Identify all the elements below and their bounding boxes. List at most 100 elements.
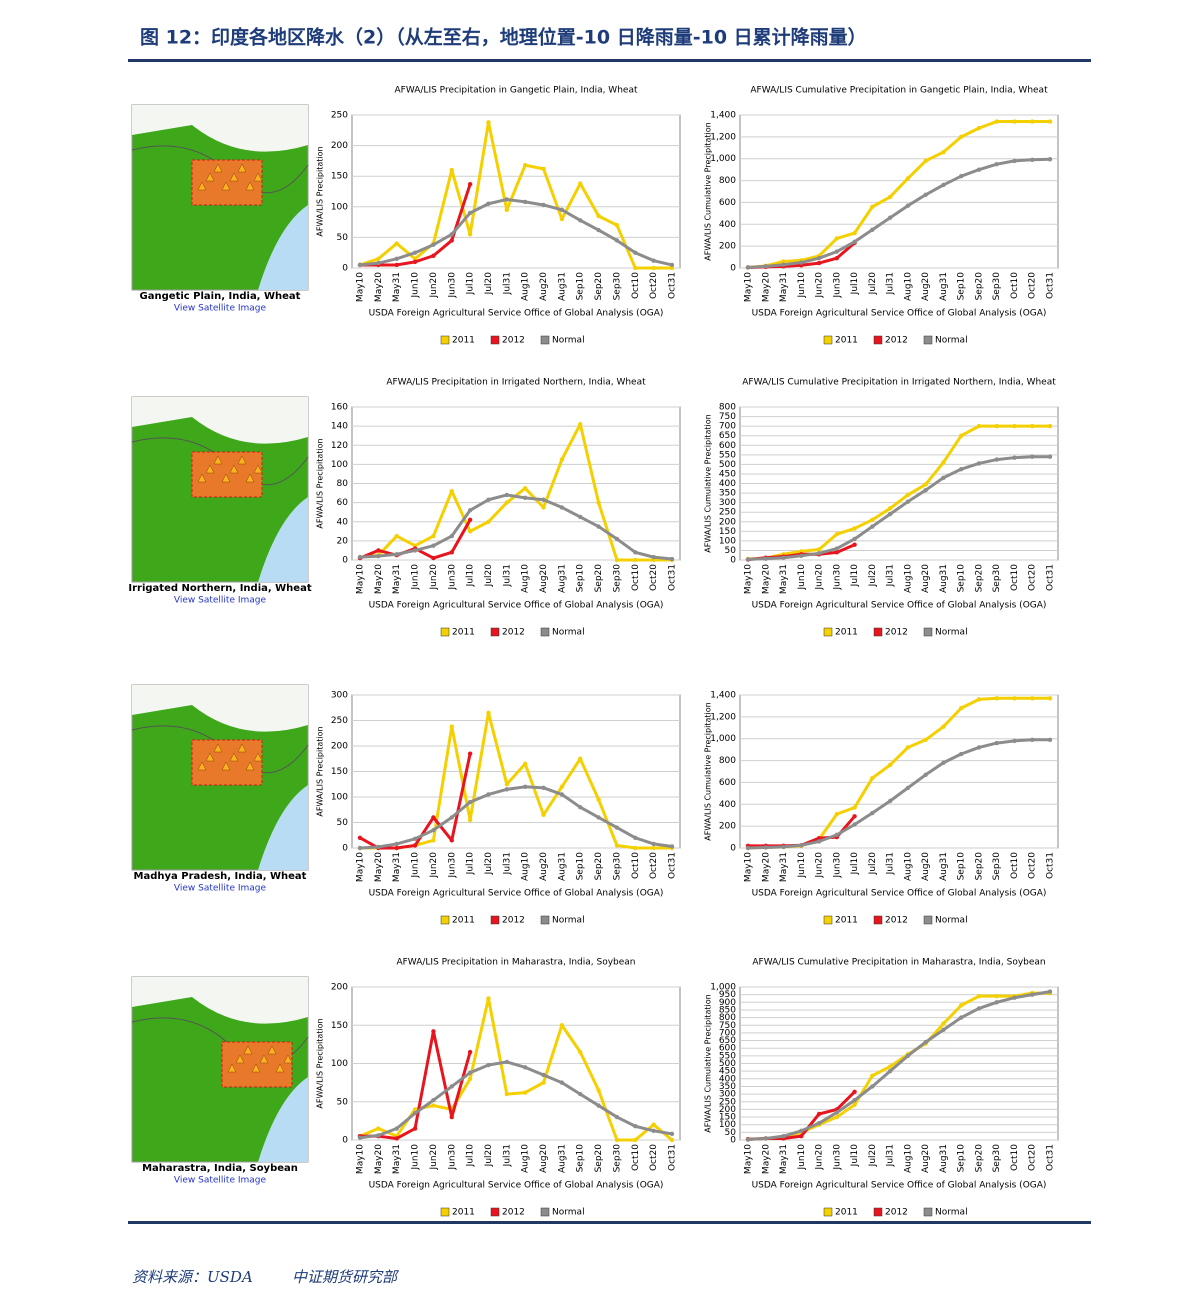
point (376, 548, 381, 553)
x-tick-label: May31 (392, 564, 402, 594)
y-tick-label: 750 (719, 1021, 736, 1031)
y-tick-label: 100 (719, 1120, 736, 1130)
x-tick-label: May20 (761, 852, 771, 882)
x-tick-label: May10 (744, 272, 754, 302)
footer-rule (128, 1221, 1091, 1224)
y-tick-label: 350 (719, 489, 736, 499)
point (958, 174, 964, 179)
point (633, 265, 638, 271)
point (905, 785, 911, 791)
point (559, 1023, 565, 1028)
y-tick-label: 120 (331, 441, 348, 451)
legend-swatch (873, 915, 883, 925)
x-tick-label: Jul31 (502, 852, 512, 875)
point (1047, 989, 1053, 994)
point (816, 255, 822, 261)
point (1012, 423, 1017, 429)
x-tick-label: Jul10 (466, 1144, 476, 1168)
point (1012, 119, 1017, 124)
point (887, 511, 893, 517)
point (669, 1131, 675, 1137)
x-tick-label: Oct31 (668, 564, 678, 591)
map-link: View Satellite Image (174, 884, 267, 894)
x-tick-label: Sep30 (992, 564, 1002, 593)
y-tick-label: 900 (719, 998, 736, 1008)
y-tick-label: 80 (337, 479, 349, 489)
x-tick-label: Jun20 (429, 852, 439, 879)
point (816, 260, 822, 266)
map-marker (221, 473, 231, 483)
map-sea (258, 205, 308, 290)
point (852, 526, 857, 531)
y-tick-label: 600 (719, 441, 736, 451)
point (467, 529, 473, 534)
legend-swatch (823, 1207, 833, 1217)
map-marker (197, 473, 207, 483)
x-tick-label: May10 (744, 1144, 754, 1174)
point (449, 488, 454, 494)
legend-label: Normal (552, 628, 585, 638)
map-sea (258, 785, 308, 870)
point (816, 835, 822, 841)
x-axis-label: USDA Foreign Agricultural Service Office… (752, 601, 1047, 611)
x-tick-label: Aug20 (921, 852, 931, 881)
point (431, 555, 436, 561)
y-tick-label: 600 (719, 1044, 736, 1054)
legend-swatch (540, 627, 550, 637)
point (614, 536, 620, 542)
point (449, 238, 454, 243)
map-link: View Satellite Image (174, 304, 267, 314)
point (522, 495, 528, 501)
map-marker (245, 473, 255, 483)
point (905, 499, 911, 504)
y-tick-label: 250 (331, 716, 348, 726)
x-tick-label: May20 (761, 272, 771, 302)
x-tick-label: Sep20 (974, 564, 984, 593)
x-tick-label: May31 (392, 1144, 402, 1174)
y-tick-label: 450 (719, 1067, 736, 1077)
point (834, 531, 840, 537)
point (994, 1000, 999, 1005)
map-sea (258, 1077, 308, 1162)
legend-swatch (823, 627, 833, 637)
x-axis-label: USDA Foreign Agricultural Service Office… (752, 309, 1047, 319)
point (633, 550, 638, 555)
point (376, 1133, 381, 1138)
legend-label: 2012 (885, 1208, 908, 1218)
point (504, 500, 510, 505)
point (834, 811, 840, 817)
x-tick-label: Jul10 (850, 564, 860, 588)
source-note: 资料来源：USDA (132, 1268, 253, 1286)
point (852, 1102, 857, 1108)
x-tick-label: Jul10 (850, 852, 860, 876)
y-tick-label: 450 (719, 469, 736, 479)
x-tick-label: Jun30 (447, 272, 457, 299)
point (578, 756, 583, 761)
x-tick-label: Sep20 (594, 272, 604, 301)
point (376, 260, 381, 266)
x-axis-label: USDA Foreign Agricultural Service Office… (752, 889, 1047, 899)
x-tick-label: Oct10 (631, 1144, 641, 1171)
point (994, 696, 999, 701)
legend-swatch (490, 627, 500, 637)
point (887, 506, 893, 511)
org-note: 中证期货研究部 (292, 1268, 400, 1286)
map-marker (253, 172, 263, 182)
point (816, 551, 822, 556)
point (669, 265, 675, 271)
y-tick-label: 250 (331, 111, 348, 121)
y-tick-label: 800 (719, 1013, 736, 1023)
series-line (747, 738, 1050, 850)
x-tick-label: Sep30 (612, 564, 622, 593)
x-tick-label: May31 (779, 1144, 789, 1174)
legend-label: 2012 (885, 628, 908, 638)
map-marker (221, 181, 231, 191)
y-tick-label: 50 (725, 1128, 737, 1138)
point (394, 262, 399, 268)
point (669, 1137, 675, 1143)
map-marker (227, 1063, 237, 1073)
point (578, 218, 583, 223)
point (834, 1114, 840, 1120)
point (578, 805, 583, 810)
